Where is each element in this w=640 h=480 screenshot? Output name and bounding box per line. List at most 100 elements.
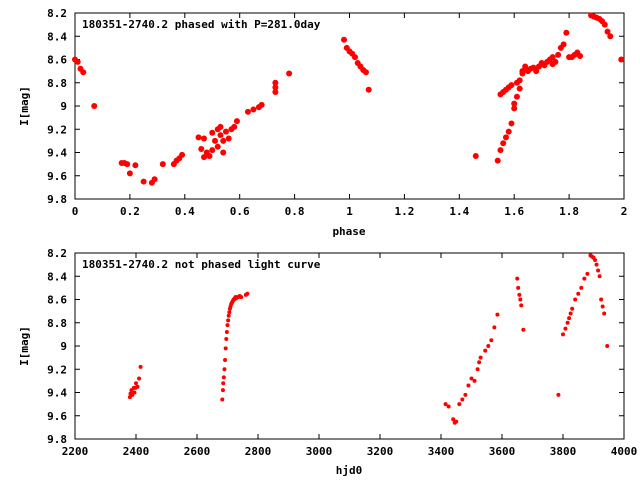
phased-y-tick-label: 8.2 bbox=[47, 7, 67, 20]
phased-y-tick-label: 8.8 bbox=[47, 77, 67, 90]
phased-data-point bbox=[500, 140, 507, 147]
unphased-data-point bbox=[138, 364, 143, 369]
unphased-chart-panel: 2200 2400 2600 2800 3000 3200 3400 3600 3800 4000… bbox=[18, 247, 637, 477]
unphased-chart-title: 180351-2740.2 not phased light curve bbox=[82, 258, 321, 271]
unphased-data-point bbox=[443, 402, 448, 407]
unphased-y-tick-label: 9.8 bbox=[47, 433, 67, 446]
phased-data-point bbox=[91, 103, 98, 109]
phased-y-tick-label: 9.8 bbox=[47, 193, 67, 206]
phased-data-point bbox=[140, 178, 147, 185]
unphased-data-point bbox=[460, 397, 465, 402]
phased-data-point bbox=[508, 82, 515, 89]
phased-data-point bbox=[250, 106, 257, 113]
phased-chart-title: 180351-2740.2 phased with P=281.0day bbox=[82, 18, 321, 31]
unphased-y-tick-label: 8.6 bbox=[47, 294, 67, 307]
unphased-data-point bbox=[593, 257, 598, 262]
phased-data-point bbox=[272, 89, 279, 96]
unphased-data-point bbox=[556, 392, 561, 397]
unphased-data-point bbox=[486, 344, 491, 348]
unphased-data-point bbox=[220, 388, 225, 393]
unphased-data-point bbox=[134, 381, 138, 386]
phased-x-tick-label: 1.2 bbox=[394, 205, 414, 218]
unphased-data-point bbox=[245, 291, 250, 296]
unphased-y-tick-label: 8.4 bbox=[47, 270, 67, 283]
phased-x-tick-label: 1.4 bbox=[449, 205, 469, 218]
unphased-data-point bbox=[561, 332, 565, 337]
unphased-data-point bbox=[567, 316, 572, 321]
phased-data-point bbox=[286, 70, 293, 77]
phased-axis-ticks: 0 0.2 0.4 0.6 0.8 1 1.2 1.4 1.6 1.8 2 8.2 8.4 8.6 8.8 9… bbox=[47, 7, 627, 218]
unphased-data-point bbox=[515, 276, 520, 281]
unphased-data-point bbox=[221, 375, 226, 380]
unphased-data-point bbox=[226, 313, 231, 318]
phased-data-point bbox=[195, 134, 202, 141]
phased-data-point bbox=[126, 170, 133, 177]
unphased-y-tick-label: 9.6 bbox=[47, 410, 67, 423]
phased-data-point bbox=[577, 53, 584, 60]
unphased-data-point bbox=[226, 318, 231, 323]
phased-y-tick-label: 8.6 bbox=[47, 54, 67, 67]
unphased-data-point bbox=[495, 312, 500, 317]
unphased-data-point bbox=[585, 271, 590, 276]
phased-data-point bbox=[511, 105, 518, 112]
unphased-x-tick-label: 2800 bbox=[245, 445, 272, 458]
phased-data-point bbox=[607, 33, 614, 40]
unphased-axis-ticks: 2200 2400 2600 2800 3000 3200 3400 3600 3800 4000… bbox=[47, 247, 637, 458]
unphased-data-point bbox=[478, 355, 483, 360]
unphased-data-point bbox=[492, 325, 497, 330]
unphased-x-tick-label: 2400 bbox=[123, 445, 150, 458]
phased-data-point bbox=[505, 128, 512, 135]
phased-data-point bbox=[258, 101, 265, 108]
unphased-data-point bbox=[516, 285, 521, 290]
unphased-x-tick-label: 4000 bbox=[611, 445, 638, 458]
unphased-data-point bbox=[223, 357, 228, 362]
phased-data-point bbox=[217, 123, 224, 130]
unphased-x-tick-label: 3200 bbox=[367, 445, 394, 458]
unphased-data-point bbox=[483, 348, 488, 353]
phased-data-point bbox=[231, 123, 238, 130]
phased-data-point bbox=[272, 84, 279, 91]
unphased-data-point bbox=[225, 323, 230, 328]
phased-x-axis-label: phase bbox=[332, 225, 365, 238]
phased-data-point bbox=[560, 41, 567, 48]
phased-data-point bbox=[362, 69, 369, 76]
phased-data-point bbox=[209, 129, 216, 136]
unphased-data-point bbox=[463, 392, 468, 397]
phased-data-points bbox=[72, 12, 625, 186]
phased-data-point bbox=[516, 85, 523, 92]
unphased-data-point bbox=[573, 297, 578, 302]
unphased-data-point bbox=[457, 402, 462, 407]
phased-data-point bbox=[198, 146, 205, 153]
unphased-x-tick-label: 3000 bbox=[306, 445, 333, 458]
phased-data-point bbox=[351, 54, 358, 61]
unphased-y-axis-label: I[mag] bbox=[18, 326, 31, 366]
unphased-data-point bbox=[582, 276, 587, 281]
unphased-data-point bbox=[605, 344, 610, 348]
phased-chart-panel: 0 0.2 0.4 0.6 0.8 1 1.2 1.4 1.6 1.8 2 8.2 8.4 8.6 8.8 9… bbox=[18, 7, 627, 238]
phased-data-point bbox=[214, 143, 221, 150]
phased-data-point bbox=[272, 79, 279, 86]
phased-data-point bbox=[233, 118, 240, 125]
phased-x-tick-label: 1 bbox=[346, 205, 353, 218]
phased-data-point bbox=[552, 58, 559, 65]
phased-data-point bbox=[244, 108, 251, 115]
phased-data-point bbox=[549, 54, 556, 61]
phased-x-tick-label: 0.4 bbox=[175, 205, 195, 218]
phased-data-point bbox=[132, 162, 139, 169]
phased-data-point bbox=[533, 68, 540, 75]
unphased-data-point bbox=[132, 390, 137, 395]
unphased-data-points bbox=[127, 253, 610, 425]
phased-data-point bbox=[563, 29, 570, 36]
phased-x-tick-label: 0 bbox=[72, 205, 79, 218]
unphased-data-point bbox=[594, 262, 599, 267]
phased-data-point bbox=[74, 58, 81, 65]
phased-y-tick-label: 9 bbox=[60, 100, 67, 113]
phased-data-point bbox=[209, 147, 216, 154]
phased-data-point bbox=[159, 161, 166, 168]
unphased-data-point bbox=[565, 320, 570, 325]
phased-data-point bbox=[472, 152, 479, 159]
phased-x-tick-label: 1.8 bbox=[559, 205, 579, 218]
unphased-data-point bbox=[475, 367, 480, 372]
phased-data-point bbox=[225, 135, 232, 142]
